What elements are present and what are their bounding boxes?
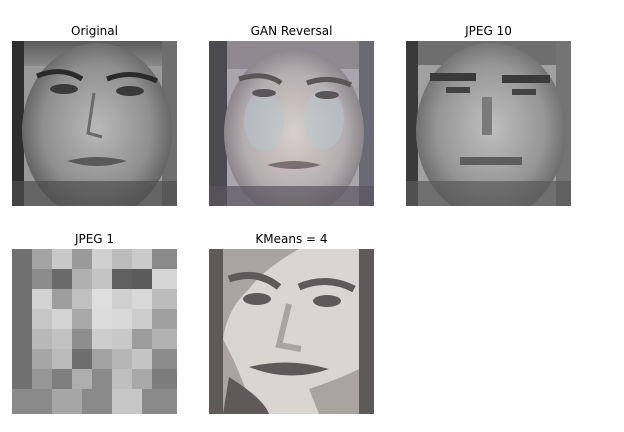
kmeans-4-face-image (209, 249, 374, 414)
panel-title: Original (71, 24, 118, 38)
panel-title: JPEG 10 (465, 24, 512, 38)
original-face-image (12, 41, 177, 206)
panel-title: JPEG 1 (74, 232, 115, 246)
panel-title: KMeans = 4 (255, 232, 328, 246)
jpeg-1-face-image (12, 249, 177, 414)
jpeg-10-face-image (406, 41, 571, 206)
gan-reversal-face-image (209, 41, 374, 206)
panel-title: GAN Reversal (250, 24, 333, 38)
